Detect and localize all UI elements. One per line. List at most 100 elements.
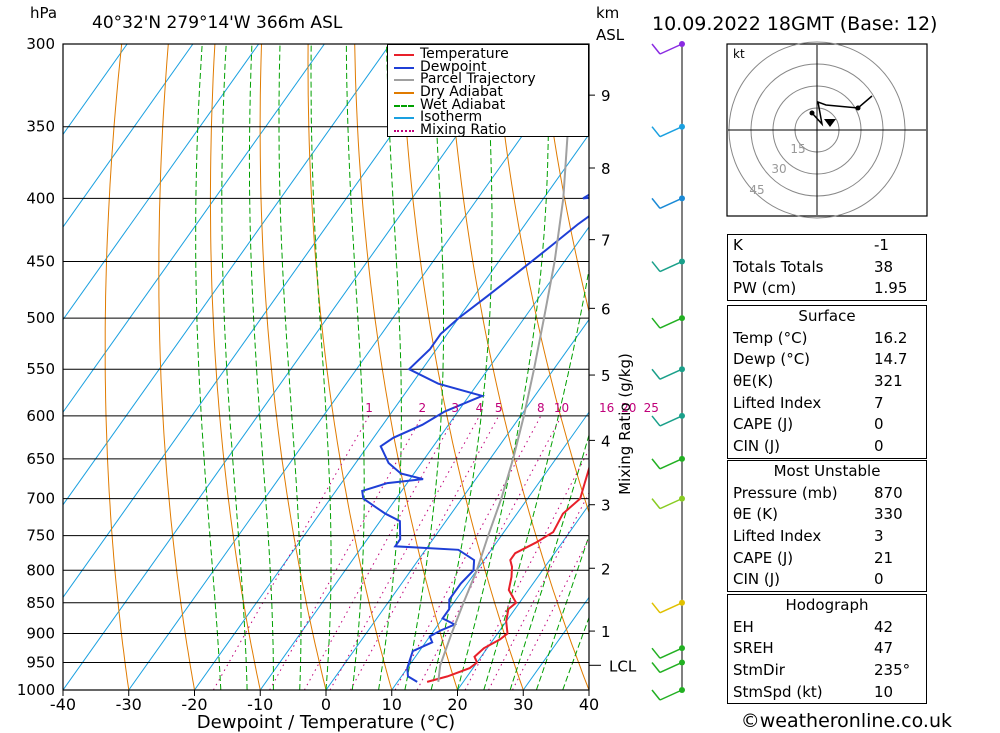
pressure-tick-label: 1000 [17, 681, 55, 699]
mu-row: θE (K) 330 [733, 505, 903, 524]
storm-motion-marker [824, 119, 836, 127]
legend-swatch [394, 130, 414, 133]
hodograph-ring-label: 30 [771, 162, 786, 176]
wind-barb-flag [651, 415, 661, 427]
copyright-footer[interactable]: ©weatheronline.co.uk [740, 710, 952, 732]
wind-barb-flag [651, 126, 661, 138]
index-row-totals: Totals Totals 38 [733, 257, 894, 276]
surface-row: Lifted Index 7 [733, 393, 884, 412]
isotherm-line [63, 44, 260, 321]
wind-barb-flag [651, 43, 661, 55]
surface-row: CIN (J) 0 [733, 437, 884, 456]
legend: Temperature Dewpoint Parcel Trajectory Dry … [387, 44, 589, 137]
legend-item: Dewpoint [388, 58, 588, 75]
mixing-ratio-line [269, 415, 423, 690]
wind-barb [659, 661, 683, 674]
legend-swatch [394, 79, 414, 82]
hodo-row: SREH 47 [733, 639, 894, 658]
isotherm-line [63, 44, 457, 599]
isotherm-line [63, 44, 523, 690]
surface-row: Dewp (°C) 14.7 [733, 350, 908, 369]
height-tick-label: 7 [601, 232, 611, 250]
legend-label: Temperature [420, 46, 509, 62]
wind-barb-flag [651, 647, 661, 659]
mu-row: CIN (J) 0 [733, 570, 884, 589]
mu-row: CAPE (J) 21 [733, 548, 894, 567]
legend-item: Temperature [388, 46, 588, 62]
isotherm-line [194, 133, 589, 690]
dry-adiabat-line [259, 44, 327, 690]
dry-adiabat-line [960, 44, 1000, 690]
wind-barb [659, 458, 683, 470]
legend-item: Wet Adiabat [388, 98, 588, 112]
hodograph-point [855, 105, 861, 111]
wind-barb-flag [651, 458, 661, 470]
surface-row: CAPE (J) 0 [733, 415, 884, 434]
mixing-ratio-label: 4 [476, 401, 484, 415]
wind-barb-flag [651, 498, 661, 510]
index-row-k: K -1 [733, 236, 889, 254]
legend-swatch [394, 117, 414, 120]
isotherm-line [128, 44, 588, 690]
legend-label: Dry Adiabat [420, 84, 503, 101]
most-unstable-table: Most Unstable Pressure (mb) 870 θE (K) 330… [727, 460, 927, 593]
hodo-row: StmDir 235° [733, 661, 911, 680]
legend-swatch [394, 104, 414, 107]
hodo-row: EH 42 [733, 617, 894, 636]
height-tick-label: 9 [601, 87, 611, 105]
mu-row: Lifted Index 3 [733, 527, 884, 546]
legend-item: Isotherm [388, 110, 588, 124]
isotherm-line [391, 411, 589, 690]
surface-row: Temp (°C) 16.2 [733, 328, 908, 347]
pressure-tick-label: 500 [26, 309, 55, 327]
pressure-tick-label: 400 [26, 189, 55, 207]
height-unit-sub: ASL [596, 26, 625, 44]
pressure-tick-label: 300 [26, 35, 55, 53]
hodograph-ring-label: 45 [749, 183, 764, 197]
indices-table: K -1 Totals Totals 38 PW (cm) 1.95 [727, 234, 927, 302]
wind-barb [659, 368, 683, 380]
height-unit: km [596, 4, 620, 22]
dry-adiabat-line [209, 44, 261, 690]
mixing-ratio-line [303, 415, 456, 690]
mixing-ratio-label: 3 [451, 401, 459, 415]
lcl-label: LCL [609, 657, 637, 675]
wet-adiabat-line [404, 44, 444, 690]
legend-label: Dewpoint [420, 58, 487, 75]
pressure-tick-label: 600 [26, 407, 55, 425]
mixing-ratio-line [329, 415, 480, 690]
pressure-tick-label: 350 [26, 118, 55, 136]
pressure-tick-label: 850 [26, 594, 55, 612]
dry-adiabat-line [540, 44, 589, 314]
dry-adiabat-line [158, 44, 195, 690]
index-row-pw: PW (cm) 1.95 [733, 279, 908, 298]
wet-adiabat-line [221, 44, 248, 690]
pressure-tick-label: 450 [26, 253, 55, 271]
legend-item: Parcel Trajectory [388, 72, 588, 86]
legend-item: Mixing Ratio [388, 123, 588, 137]
mixing-ratio-label: 8 [537, 401, 545, 415]
isotherm-line [63, 44, 194, 228]
temperature-profile [426, 466, 589, 683]
hodograph-title: Hodograph [785, 596, 869, 614]
wind-barb [659, 260, 683, 273]
x-axis-title: Dewpoint / Temperature (°C) [197, 712, 455, 733]
wind-barb [659, 197, 683, 210]
hodo-row: StmSpd (kt) 10 [733, 682, 894, 701]
wind-barb [659, 415, 683, 427]
parcel-trajectory-profile [437, 44, 576, 683]
mu-row: Pressure (mb) 870 [733, 483, 903, 502]
height-tick-label: 5 [601, 367, 611, 385]
x-tick-label: 20 [447, 695, 467, 714]
pressure-tick-label: 950 [26, 653, 55, 671]
wind-barb-flag [651, 197, 661, 209]
wet-adiabat-line [310, 44, 332, 690]
hodograph-trace [811, 95, 873, 127]
surface-row: θE(K) 321 [733, 372, 903, 391]
legend-swatch [394, 66, 414, 69]
surface-table: Surface Temp (°C) 16.2 Dewp (°C) 14.7 θE(K… [727, 305, 927, 459]
mixing-ratio-label: 25 [644, 401, 659, 415]
hodograph-point [809, 110, 815, 116]
isotherm-line [259, 226, 589, 690]
